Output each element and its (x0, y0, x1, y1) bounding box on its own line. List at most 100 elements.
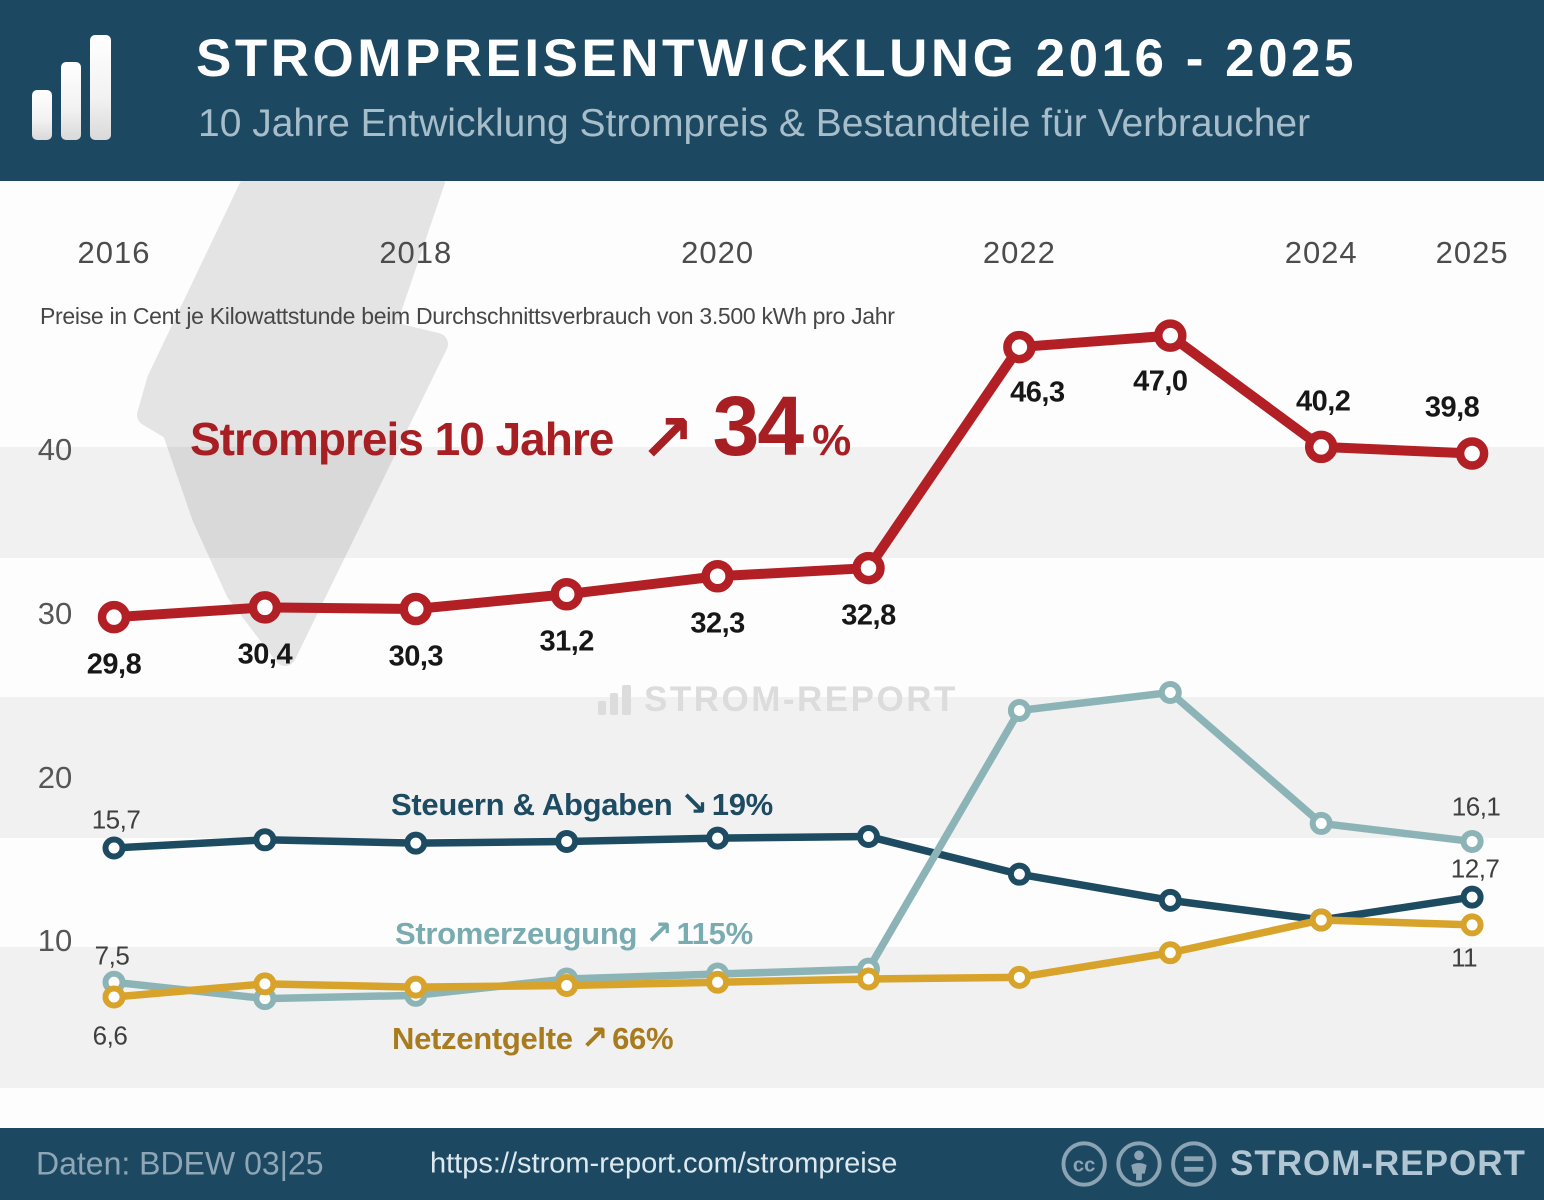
annotation-label: Netzentgelte (392, 1021, 573, 1056)
series-netzentgelte (102, 908, 1484, 1009)
data-point (706, 970, 730, 994)
headline-unit: % (812, 416, 852, 465)
headline-value: 34 (712, 379, 804, 473)
source-url: https://strom-report.com/strompreise (430, 1147, 898, 1180)
page-title: STROMPREISENTWICKLUNG 2016 - 2025 (196, 29, 1358, 88)
annotation-pct: 66% (612, 1021, 674, 1056)
point-value-label: 31,2 (539, 625, 594, 658)
data-source: Daten: BDEW 03|25 (36, 1145, 324, 1182)
data-point (253, 828, 277, 852)
point-value-label: 15,7 (91, 804, 141, 835)
chart-note: Preise in Cent je Kilowattstunde beim Du… (40, 303, 895, 329)
data-point (1304, 430, 1338, 464)
data-point (404, 975, 428, 999)
series-line (113, 330, 1473, 623)
annotation-pct: 19% (711, 787, 773, 822)
stripe-band-1 (0, 447, 1544, 558)
bar-chart-icon (598, 685, 631, 715)
y-tick-30: 30 (37, 595, 73, 631)
page-subtitle: 10 Jahre Entwicklung Strompreis & Bestan… (198, 102, 1311, 145)
annotation-stromerzeugung: Stromerzeugung ↗ 115% (395, 913, 753, 952)
data-point (1158, 680, 1182, 704)
data-point (555, 829, 579, 853)
data-point (1460, 885, 1484, 909)
data-point (555, 973, 579, 997)
data-point (102, 985, 126, 1009)
y-tick-40: 40 (37, 432, 73, 468)
data-point (1309, 908, 1333, 932)
data-point (1154, 319, 1187, 352)
point-value-label: 29,8 (86, 648, 142, 681)
data-point (1460, 829, 1484, 853)
x-tick-2020: 2020 (681, 235, 755, 270)
data-point (253, 972, 277, 996)
point-value-label: 46,3 (1010, 376, 1065, 409)
point-value-label: 11 (1451, 942, 1478, 973)
annotation-label: Stromerzeugung (395, 916, 638, 951)
up-arrow-icon: ↗ (580, 1019, 609, 1056)
no-derivatives-icon (1171, 1141, 1217, 1187)
series-line (113, 832, 1473, 924)
series-stromerzeugung (102, 680, 1484, 1011)
data-point (1007, 965, 1031, 989)
strompreis-headline: Strompreis 10 Jahre ↗ 34 % (190, 378, 851, 475)
strom-report-watermark: STROM-REPORT (598, 680, 958, 720)
data-point (857, 825, 880, 849)
annotation-netzentgelte: Netzentgelte ↗ 66% (392, 1018, 674, 1057)
down-arrow-icon: ↘ (680, 785, 708, 822)
point-value-label: 40,2 (1295, 385, 1351, 418)
data-point (248, 591, 282, 624)
data-point (852, 551, 885, 585)
data-point (102, 836, 126, 860)
point-value-label: 32,3 (690, 607, 745, 640)
up-arrow-icon: ↗ (645, 914, 673, 951)
data-point (1460, 913, 1484, 937)
cc-license-icons: cc (1061, 1141, 1217, 1187)
annotation-pct: 115% (676, 916, 753, 951)
point-value-label: 39,8 (1424, 391, 1480, 424)
series-strompreis (97, 319, 1489, 634)
data-point (1158, 941, 1182, 965)
point-value-label: 12,7 (1450, 853, 1500, 884)
brand-name: STROM-REPORT (1230, 1144, 1526, 1183)
data-point (1455, 437, 1489, 470)
point-value-label: 47,0 (1133, 365, 1188, 398)
data-point (1158, 888, 1182, 912)
point-value-label: 32,8 (841, 599, 896, 632)
data-point (1003, 330, 1036, 364)
data-point (97, 600, 131, 634)
svg-text:cc: cc (1073, 1155, 1095, 1177)
x-tick-2016: 2016 (77, 235, 151, 270)
x-tick-2022: 2022 (982, 235, 1056, 270)
data-point (1007, 862, 1031, 886)
point-value-label: 6,6 (92, 1020, 128, 1051)
attribution-icon (1116, 1141, 1162, 1187)
watermark-text: STROM-REPORT (644, 680, 958, 719)
data-point (399, 592, 433, 626)
cc-icon: cc (1061, 1141, 1107, 1187)
y-tick-10: 10 (37, 923, 73, 959)
data-point (857, 967, 880, 991)
footer-bar: Daten: BDEW 03|25 https://strom-report.c… (0, 1128, 1544, 1200)
point-value-label: 16,1 (1451, 791, 1501, 822)
header-bar: STROMPREISENTWICKLUNG 2016 - 2025 10 Jah… (0, 0, 1544, 181)
data-point (701, 559, 734, 593)
up-arrow-icon: ↗ (639, 401, 695, 475)
point-value-label: 30,3 (388, 640, 444, 673)
data-point (1007, 698, 1031, 722)
data-point (550, 578, 583, 611)
lightning-bolt-watermark (137, 170, 448, 666)
x-tick-2025: 2025 (1435, 235, 1509, 270)
y-tick-20: 20 (37, 759, 73, 795)
headline-label: Strompreis 10 Jahre (190, 413, 614, 465)
stripe-band-2 (0, 697, 1544, 838)
point-value-label: 7,5 (94, 940, 130, 971)
point-value-label: 30,4 (237, 638, 293, 671)
data-point (1309, 811, 1333, 835)
x-tick-2024: 2024 (1284, 235, 1358, 270)
annotation-steuern-abgaben: Steuern & Abgaben ↘ 19% (391, 784, 773, 823)
series-line (113, 916, 1473, 1001)
